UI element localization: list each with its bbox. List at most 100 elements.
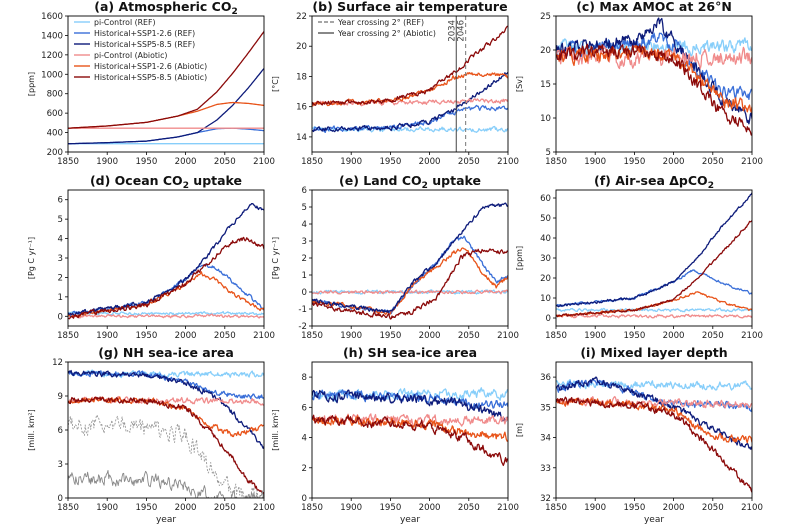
plot-area xyxy=(556,16,752,152)
x-tick-label: 1900 xyxy=(96,331,118,341)
y-tick-label: 35 xyxy=(540,403,551,413)
x-tick-label: 1900 xyxy=(584,157,606,167)
title-tail: uptake xyxy=(428,173,481,188)
y-tick-label: 30 xyxy=(540,254,551,264)
panel-title: (f) Air-sea ΔpCO2 xyxy=(594,173,714,191)
series-line-historical-ssp5-8-5-abiotic- xyxy=(312,414,508,467)
series-group xyxy=(556,192,752,319)
title-main: (g) NH sea-ice area xyxy=(98,345,234,360)
series-group xyxy=(556,17,752,136)
x-tick-label: 2050 xyxy=(458,331,480,341)
panel-i: (i) Mixed layer depth 1850 1900 1950 2000 205… xyxy=(515,345,763,525)
y-tick-label: 3 xyxy=(58,254,63,264)
legend-entry: Historical+SSP5-8.5 (REF) xyxy=(94,40,195,49)
series-line-historical-ssp5-8-5-abiotic- xyxy=(556,43,752,136)
x-axis-label: year xyxy=(644,515,664,525)
y-tick-label: 0 xyxy=(302,494,307,504)
x-tick-label: 2100 xyxy=(497,331,519,341)
plot-frame xyxy=(311,361,509,499)
y-tick-label: 1200 xyxy=(41,51,63,61)
y-tick-label: 5 xyxy=(546,148,551,158)
y-axis-label: [ppm] xyxy=(27,72,36,96)
x-axis-label: year xyxy=(400,515,420,525)
x-tick-label: 1950 xyxy=(623,157,645,167)
y-tick-label: 33 xyxy=(540,464,551,474)
series-line-historical-ssp5-8-5-ref- xyxy=(68,68,264,145)
y-tick-label: 2 xyxy=(302,254,307,264)
y-tick-label: 50 xyxy=(540,214,551,224)
panel-title: (g) NH sea-ice area xyxy=(98,345,234,360)
x-axis-label: year xyxy=(156,515,176,525)
y-tick-label: 2 xyxy=(58,273,63,283)
y-tick-label: 20 xyxy=(540,274,551,284)
x-tick-label: 2000 xyxy=(663,331,685,341)
series-line-historical-ssp1-2-6-abiotic- xyxy=(312,247,508,315)
series-line-historical-ssp5-8-5-abiotic- xyxy=(68,31,264,129)
x-tick-label: 1900 xyxy=(584,503,606,513)
series-line-historical-ssp5-8-5-ref- xyxy=(312,202,508,314)
x-tick-label: 1850 xyxy=(57,503,79,513)
y-tick-label: 5 xyxy=(302,203,307,213)
y-tick-label: 0 xyxy=(546,314,551,324)
y-tick-label: 8 xyxy=(302,373,307,383)
series-group xyxy=(312,202,508,320)
x-tick-label: 2000 xyxy=(663,503,685,513)
y-tick-label: 9 xyxy=(58,392,63,402)
legend: pi-Control (REF) Historical+SSP1-2.6 (REF… xyxy=(74,18,207,82)
y-tick-label: 15 xyxy=(540,80,551,90)
legend-entry: Year crossing 2° (REF) xyxy=(337,18,424,27)
series-line-historical-ssp5-8-5-abiotic- xyxy=(312,25,508,106)
y-axis-label: [Sv] xyxy=(515,76,524,92)
y-tick-label: 10 xyxy=(540,114,551,124)
series-line-historical-ssp5-8-5-abiotic- xyxy=(556,396,752,493)
y-tick-label: 1 xyxy=(58,293,63,303)
series-group xyxy=(68,369,264,498)
panel-g: (g) NH sea-ice area 1850 1900 1950 2000 2050 2… xyxy=(27,345,275,525)
title-tail: uptake xyxy=(189,173,242,188)
x-tick-label: 2000 xyxy=(419,503,441,513)
y-tick-label: 1 xyxy=(302,271,307,281)
y-tick-label: 18 xyxy=(296,72,307,82)
series-line-historical-ssp5-8-5-abiotic- xyxy=(312,248,508,320)
y-tick-label: 34 xyxy=(540,434,551,444)
panel-title: (a) Atmospheric CO2 xyxy=(94,0,238,17)
series-line-historical-ssp5-8-5-ref- xyxy=(312,71,508,133)
y-tick-label: 600 xyxy=(47,109,63,119)
y-tick-label: 400 xyxy=(47,129,63,139)
x-tick-label: 2000 xyxy=(663,157,685,167)
y-tick-label: 4 xyxy=(302,434,307,444)
title-subscript: 2 xyxy=(231,7,237,17)
x-tick-label: 2050 xyxy=(702,331,724,341)
y-tick-label: 32 xyxy=(540,494,551,504)
series-group xyxy=(68,31,264,145)
x-tick-label: 2100 xyxy=(741,157,763,167)
y-axis-label: [mill. km²] xyxy=(27,409,36,450)
x-tick-label: 2050 xyxy=(458,503,480,513)
x-tick-label: 1900 xyxy=(340,331,362,341)
x-tick-label: 2050 xyxy=(702,503,724,513)
x-tick-label: 1900 xyxy=(96,157,118,167)
x-tick-label: 1850 xyxy=(545,503,567,513)
y-tick-label: 6 xyxy=(58,426,63,436)
legend-entry: pi-Control (Abiotic) xyxy=(94,51,167,60)
plot-frame xyxy=(67,15,265,153)
y-tick-label: 20 xyxy=(296,42,307,52)
plot-area xyxy=(312,362,508,498)
series-line-pi-control-ref- xyxy=(556,307,752,313)
x-tick-label: 1950 xyxy=(623,503,645,513)
panel-title: (c) Max AMOC at 26°N xyxy=(576,0,732,14)
x-tick-label: 1850 xyxy=(545,157,567,167)
x-tick-label: 2050 xyxy=(458,157,480,167)
y-axis-label: [ppm] xyxy=(515,246,524,270)
x-tick-label: 2000 xyxy=(175,331,197,341)
y-tick-label: 1000 xyxy=(41,70,63,80)
legend-entry: Historical+SSP1-2.6 (Abiotic) xyxy=(94,62,207,71)
x-tick-label: 1850 xyxy=(301,331,323,341)
series-line-historical-ssp5-8-5-ref- xyxy=(68,202,264,316)
x-tick-label: 2050 xyxy=(214,331,236,341)
series-line-historical-ssp5-8-5-abiotic- xyxy=(68,236,264,320)
x-tick-label: 1850 xyxy=(57,331,79,341)
title-subscript: 2 xyxy=(183,181,189,191)
title-main: (d) Ocean CO xyxy=(90,173,183,188)
